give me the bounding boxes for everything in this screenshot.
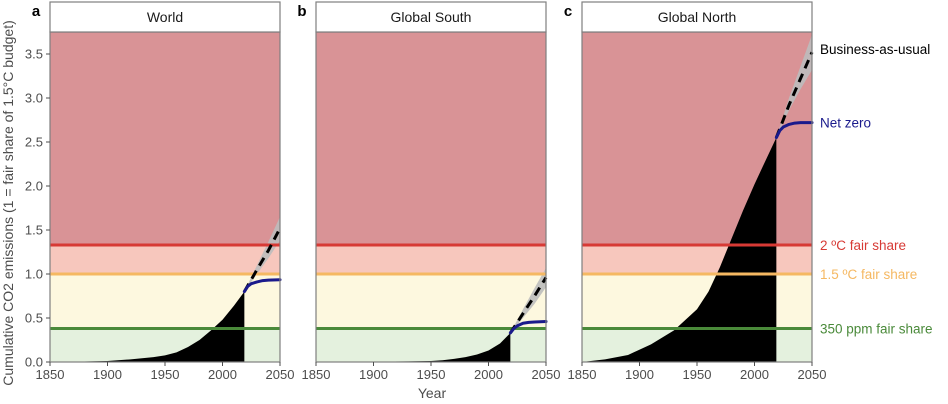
y-tick-label: 3.0 (25, 91, 43, 106)
y-tick-label: 2.0 (25, 179, 43, 194)
business-as-usual-line (774, 51, 814, 139)
x-tick-label: 1950 (151, 367, 180, 382)
threshold-label: 2 ºC fair share (820, 238, 906, 253)
band-1 (50, 274, 280, 329)
x-tick-label: 1850 (568, 367, 597, 382)
x-tick-label: 1850 (302, 367, 331, 382)
facet-title: Global South (391, 9, 472, 25)
facet-title: World (147, 9, 183, 25)
y-tick-label: 0.5 (25, 311, 43, 326)
panel-letter: b (297, 3, 306, 20)
threshold-label: 1.5 ºC fair share (820, 267, 917, 282)
y-tick-label: 2.5 (25, 135, 43, 150)
business-as-usual-line (509, 276, 548, 334)
band-1 (316, 274, 546, 329)
x-tick-label: 1900 (93, 367, 122, 382)
band-3 (316, 32, 546, 245)
y-tick-label: 1.0 (25, 267, 43, 282)
x-tick-label: 1950 (417, 367, 446, 382)
panel-letter: a (32, 3, 41, 20)
facet-title: Global North (658, 9, 737, 25)
x-tick-label: 2050 (532, 367, 561, 382)
x-tick-label: 1850 (36, 367, 65, 382)
band-3 (50, 32, 280, 245)
y-tick-label: 3.5 (25, 47, 43, 62)
x-tick-label: 2000 (740, 367, 769, 382)
x-axis-title: Year (418, 385, 447, 401)
x-tick-label: 2050 (266, 367, 295, 382)
facet-strip (49, 1, 281, 33)
net-zero-line (508, 320, 548, 335)
x-tick-label: 1900 (625, 367, 654, 382)
business-as-usual-line (243, 227, 282, 293)
x-tick-label: 1900 (359, 367, 388, 382)
x-tick-label: 2000 (474, 367, 503, 382)
panel-letter: c (564, 3, 572, 20)
net-zero-line (774, 121, 814, 140)
x-tick-label: 2050 (798, 367, 827, 382)
historical-emissions-area (316, 332, 511, 362)
facet-strip (315, 1, 547, 33)
y-axis-title: Cumulative CO2 emissions (1 = fair share… (0, 20, 16, 385)
y-tick-label: 0.0 (25, 355, 43, 370)
x-tick-label: 1950 (683, 367, 712, 382)
business-as-usual-label: Business-as-usual (820, 42, 930, 57)
historical-emissions-area (582, 137, 777, 362)
bau-uncertainty-ribbon (776, 34, 812, 138)
historical-emissions-area (50, 291, 245, 362)
facet-strip (581, 1, 813, 33)
band-2 (316, 244, 546, 274)
net-zero-line (242, 278, 282, 294)
y-tick-label: 1.5 (25, 223, 43, 238)
x-tick-label: 2000 (208, 367, 237, 382)
band-2 (582, 244, 812, 274)
band-2 (50, 244, 280, 274)
threshold-label: 350 ppm fair share (820, 322, 933, 337)
net-zero-label: Net zero (820, 116, 871, 131)
